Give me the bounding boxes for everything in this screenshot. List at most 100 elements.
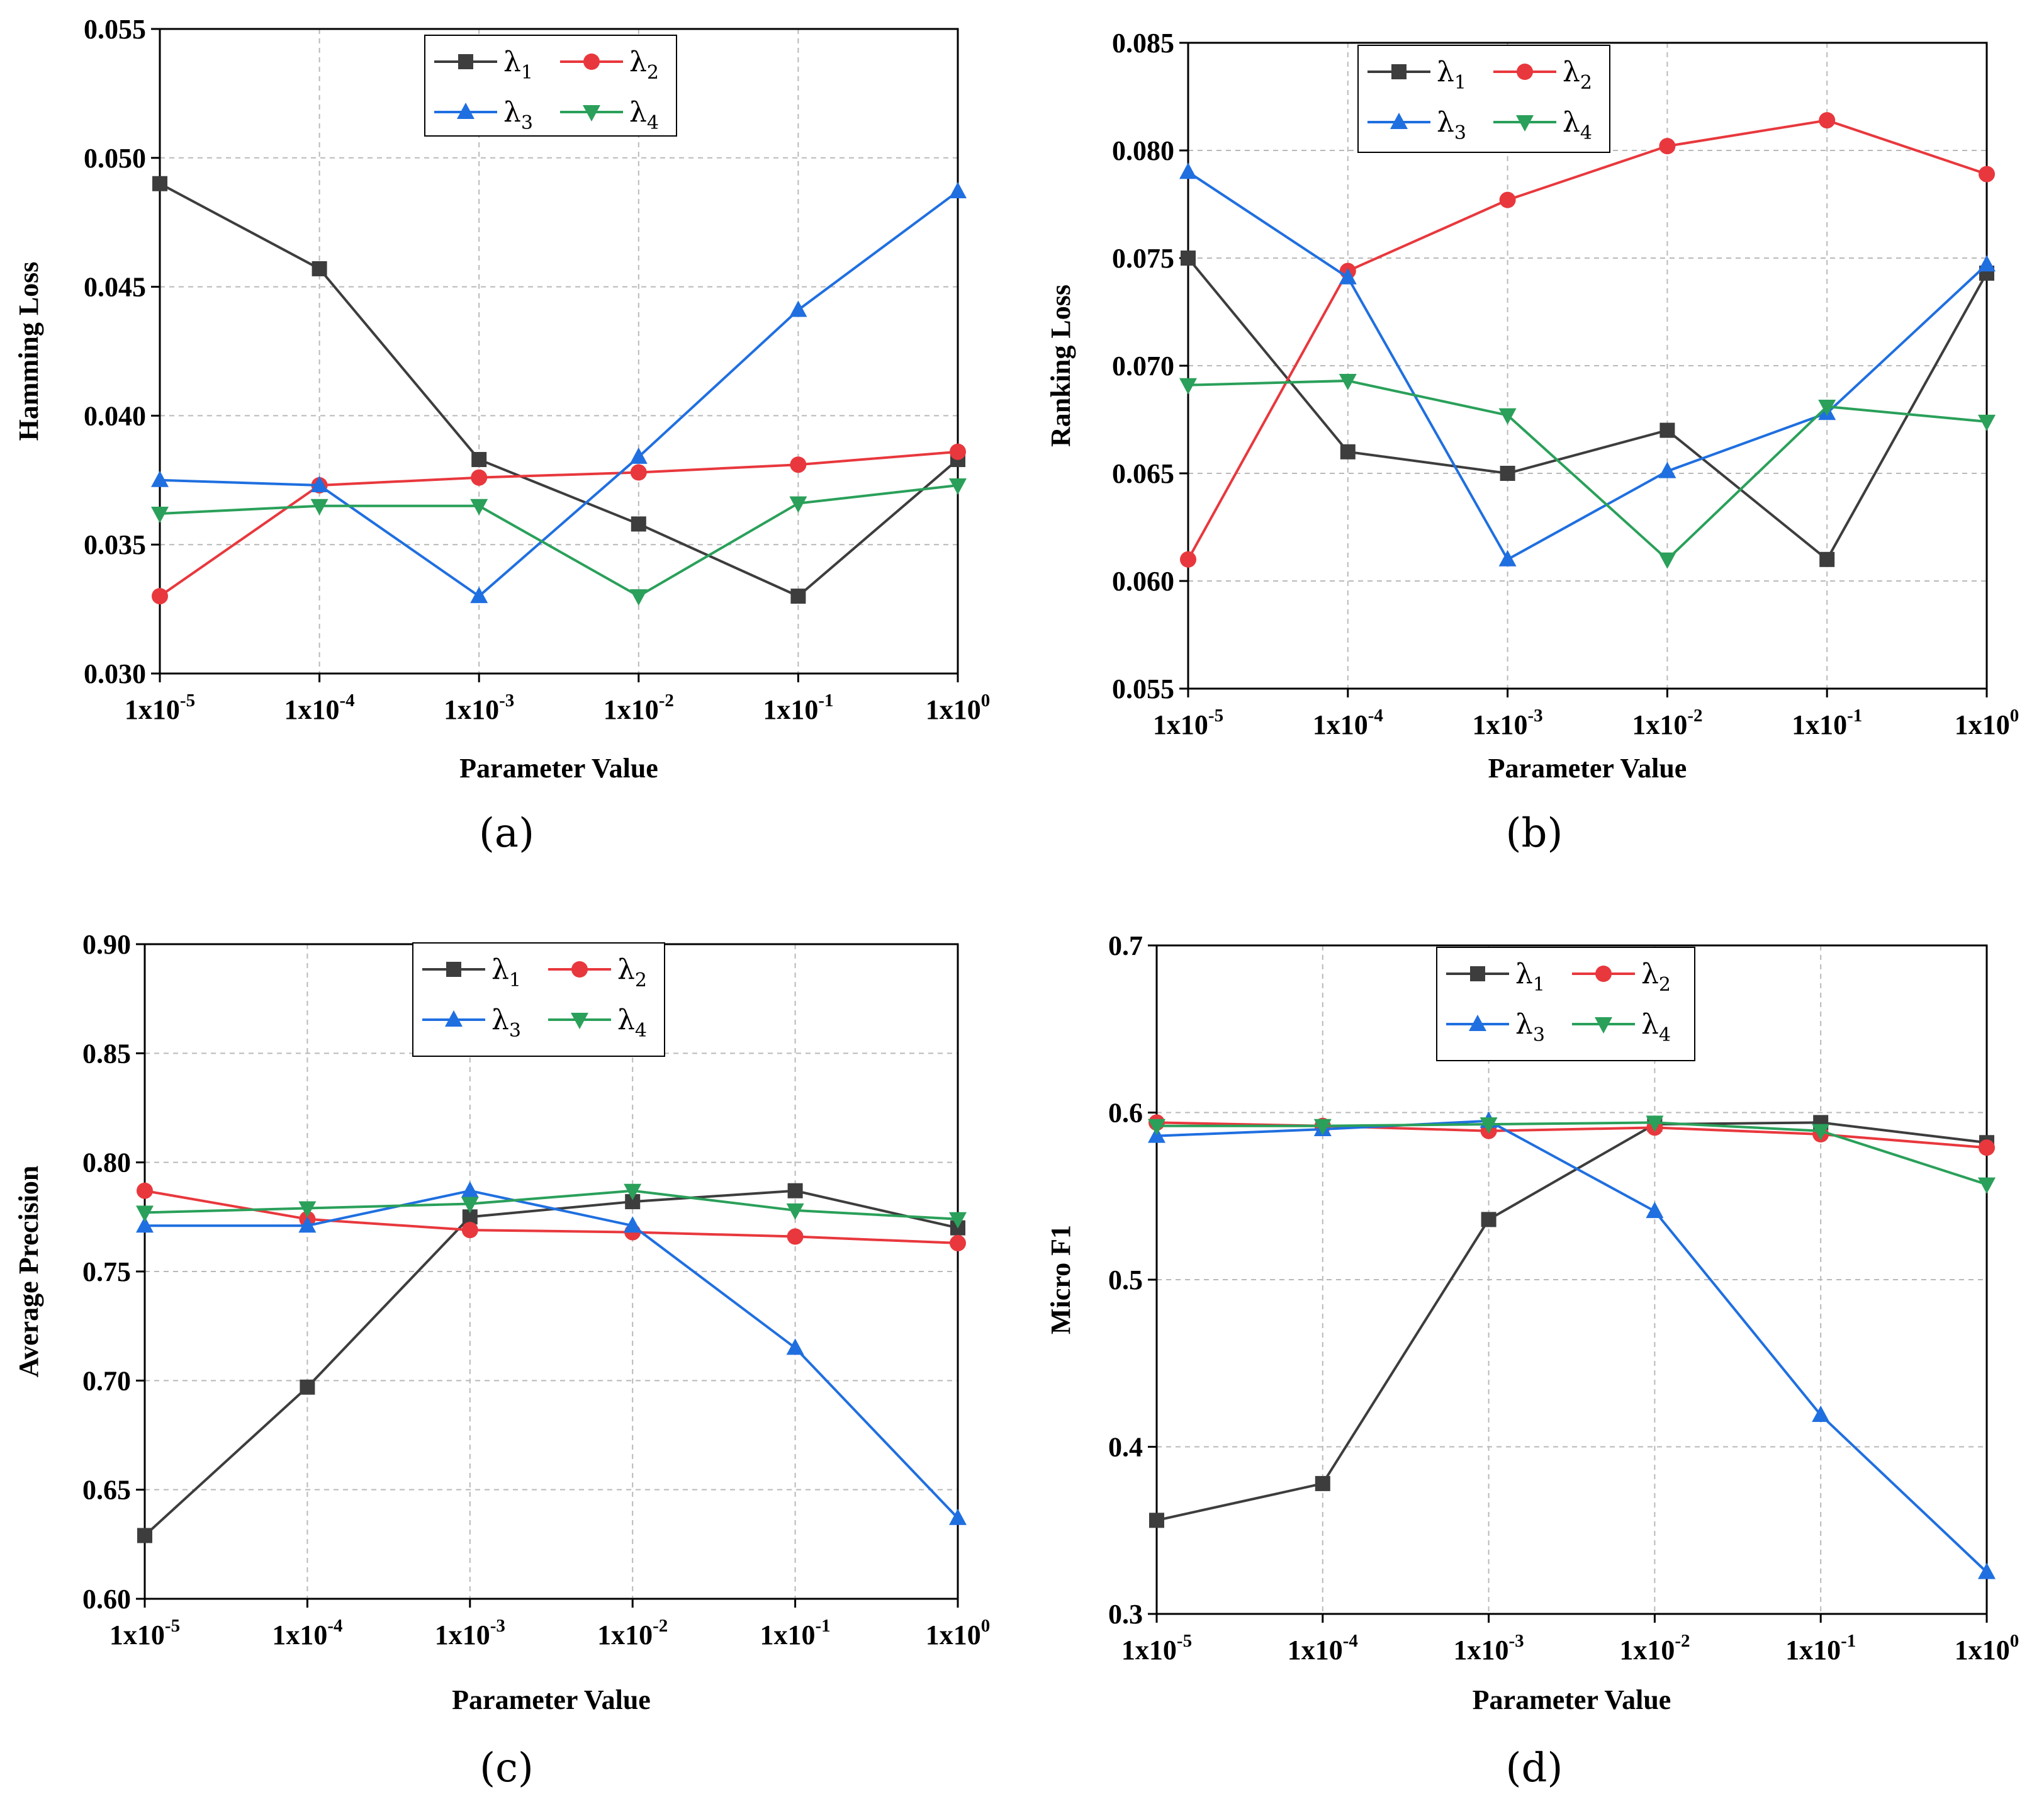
chart-c-series-4 bbox=[136, 1183, 967, 1229]
y-tick-label: 0.85 bbox=[82, 1038, 131, 1069]
y-tick-label: 0.030 bbox=[84, 658, 146, 689]
series-line bbox=[143, 1189, 958, 1536]
y-tick-label: 0.055 bbox=[1112, 674, 1174, 704]
data-point bbox=[461, 1181, 479, 1198]
chart-a-ylabel: Hamming Loss bbox=[13, 262, 44, 441]
x-tick-label: 1x100 bbox=[926, 1616, 991, 1650]
x-tick-label: 1x10-1 bbox=[760, 1616, 831, 1650]
legend-marker bbox=[1517, 64, 1533, 80]
data-point bbox=[137, 1182, 153, 1199]
y-tick-label: 0.65 bbox=[82, 1475, 131, 1506]
data-point bbox=[152, 588, 168, 605]
data-point bbox=[1659, 422, 1675, 438]
y-tick-label: 0.075 bbox=[1112, 243, 1174, 274]
legend-box bbox=[1357, 45, 1610, 153]
data-point bbox=[1978, 255, 1996, 272]
x-tick-label: 1x10-2 bbox=[1632, 706, 1702, 740]
data-point bbox=[1480, 1117, 1498, 1134]
y-tick-label: 0.085 bbox=[1112, 28, 1174, 59]
y-tick-label: 0.080 bbox=[1112, 135, 1174, 166]
data-point bbox=[1978, 1177, 1996, 1194]
data-point bbox=[151, 470, 169, 487]
data-point bbox=[1646, 1202, 1664, 1219]
chart-d-xlabel: Parameter Value bbox=[1473, 1684, 1671, 1715]
data-point bbox=[1819, 112, 1836, 129]
data-point bbox=[1481, 1212, 1496, 1227]
data-point bbox=[950, 443, 966, 460]
chart-b-series-2 bbox=[1180, 112, 1995, 568]
data-point bbox=[1819, 551, 1835, 567]
data-point bbox=[1979, 1139, 1995, 1156]
chart-a-series-2 bbox=[152, 443, 966, 605]
chart-c-caption: (c) bbox=[480, 1745, 534, 1791]
legend-subscript: 3 bbox=[509, 1020, 521, 1042]
data-point bbox=[1340, 444, 1356, 459]
data-point bbox=[789, 496, 807, 513]
legend-subscript: 1 bbox=[509, 969, 521, 991]
legend-marker bbox=[446, 962, 461, 977]
chart-d-caption: (d) bbox=[1506, 1745, 1563, 1791]
chart-d-series-1 bbox=[1149, 1115, 1994, 1528]
y-tick-label: 0.065 bbox=[1112, 458, 1174, 489]
y-tick-label: 0.040 bbox=[84, 400, 146, 431]
y-tick-label: 0.035 bbox=[84, 529, 146, 560]
legend-marker bbox=[1469, 1015, 1486, 1031]
x-tick-label: 1x100 bbox=[1955, 706, 2019, 740]
x-tick-exponent: -4 bbox=[327, 1616, 342, 1636]
legend-label: λ2 bbox=[1641, 958, 1671, 996]
legend-box bbox=[424, 35, 677, 137]
data-point bbox=[461, 1197, 479, 1214]
x-tick-label: 1x10-5 bbox=[1153, 706, 1223, 740]
y-tick-label: 0.055 bbox=[84, 14, 146, 45]
legend-marker bbox=[583, 105, 600, 121]
x-tick-exponent: -1 bbox=[818, 691, 833, 711]
data-point bbox=[1179, 162, 1197, 179]
chart-d-grid bbox=[1157, 945, 1987, 1614]
data-point bbox=[461, 1222, 478, 1239]
x-tick-exponent: 0 bbox=[981, 691, 991, 711]
x-tick-label: 1x10-1 bbox=[1785, 1631, 1856, 1666]
data-point bbox=[300, 1379, 315, 1395]
x-tick-exponent: -4 bbox=[340, 691, 355, 711]
x-tick-label: 1x10-2 bbox=[1619, 1631, 1690, 1666]
x-tick-label: 1x10-4 bbox=[1313, 706, 1383, 740]
legend-label: λ4 bbox=[1641, 1008, 1671, 1046]
legend-subscript: 3 bbox=[1454, 122, 1466, 144]
chart-d: 0.3 0.4 0.5 0.6 0.7 1x10-5 1x10-4 1x10-3 1x10-2 1… bbox=[1045, 930, 2019, 1791]
y-tick-label: 0.60 bbox=[82, 1584, 131, 1615]
data-point bbox=[152, 176, 167, 191]
series-line bbox=[1187, 119, 1987, 560]
series-line bbox=[1157, 1121, 1987, 1186]
legend-subscript: 4 bbox=[1659, 1024, 1671, 1046]
x-tick-label: 1x10-5 bbox=[125, 691, 195, 725]
chart-d-series-4 bbox=[1148, 1115, 1996, 1194]
data-point bbox=[137, 1528, 152, 1543]
legend-label: λ1 bbox=[491, 954, 521, 991]
x-tick-label: 1x100 bbox=[926, 691, 991, 725]
y-tick-label: 0.90 bbox=[82, 929, 131, 960]
data-point bbox=[629, 589, 648, 606]
legend-marker bbox=[458, 54, 473, 69]
data-point bbox=[1179, 378, 1197, 395]
series-line bbox=[1188, 379, 1987, 561]
x-tick-exponent: -1 bbox=[816, 1616, 831, 1636]
legend-subscript: 4 bbox=[647, 112, 659, 134]
x-tick-label: 1x10-1 bbox=[763, 691, 833, 725]
chart-a-xlabel: Parameter Value bbox=[459, 753, 658, 784]
data-point bbox=[1812, 1124, 1830, 1141]
data-point bbox=[1498, 550, 1517, 567]
series-line bbox=[1187, 171, 1988, 561]
chart-b-series-1 bbox=[1181, 251, 1994, 567]
data-point bbox=[1979, 166, 1995, 183]
x-tick-label: 1x10-5 bbox=[1121, 1631, 1192, 1666]
data-point bbox=[310, 499, 328, 516]
data-point bbox=[789, 300, 807, 317]
x-tick-exponent: -1 bbox=[1841, 1631, 1856, 1651]
data-point bbox=[470, 499, 488, 516]
series-line bbox=[159, 182, 959, 598]
y-tick-label: 0.5 bbox=[1108, 1265, 1143, 1295]
